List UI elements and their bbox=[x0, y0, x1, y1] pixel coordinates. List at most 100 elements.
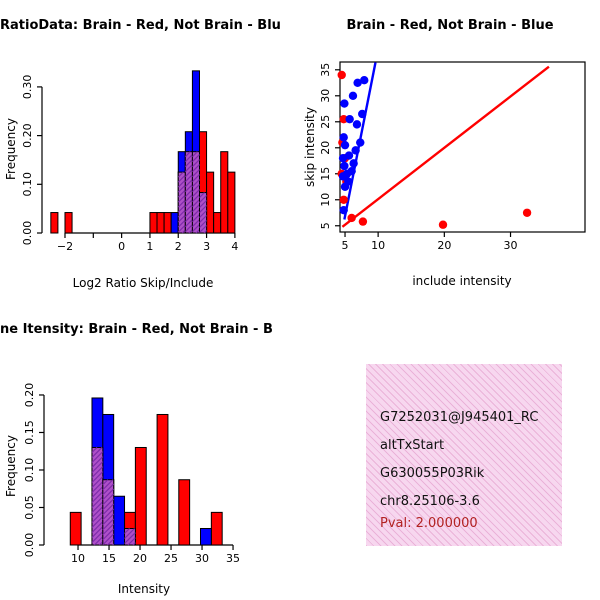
hatch-line bbox=[91, 481, 104, 493]
hatch-line bbox=[91, 526, 104, 538]
hatch-line bbox=[107, 538, 115, 546]
y-tick-label: 5 bbox=[319, 222, 332, 229]
hatch-line bbox=[191, 164, 200, 173]
hist-bar-brain-red bbox=[156, 212, 165, 234]
hatch-line bbox=[102, 533, 115, 546]
hatch-line bbox=[177, 219, 186, 228]
x-axis-label-gene-intensity: Intensity bbox=[117, 582, 171, 596]
hatch-line bbox=[91, 471, 104, 483]
hatch-line bbox=[184, 169, 193, 178]
hatch-line bbox=[177, 189, 186, 198]
hatch-line bbox=[127, 537, 136, 546]
y-tick-label: 0.00 bbox=[23, 533, 36, 558]
hatch-line bbox=[188, 229, 193, 234]
point-brain-red bbox=[347, 213, 356, 223]
y-tick-label: 0.15 bbox=[23, 420, 36, 445]
point-notbrain-blue bbox=[360, 75, 369, 85]
x-tick-label: 2 bbox=[175, 240, 182, 253]
y-tick-label: 0.10 bbox=[23, 458, 36, 483]
hatch-line bbox=[191, 189, 200, 198]
y-tick-label: 0.10 bbox=[21, 172, 34, 197]
hatch-line bbox=[177, 214, 186, 223]
panel-title-scatter: Brain - Red, Not Brain - Blue bbox=[346, 18, 554, 33]
x-tick-label: 35 bbox=[226, 552, 240, 565]
hatch-line bbox=[124, 528, 135, 539]
hist-bar-overlap bbox=[124, 527, 136, 546]
hatch-line bbox=[91, 521, 104, 533]
hatch-line bbox=[191, 219, 200, 228]
panel-gene-intensity-histogram: ne Itensity: Brain - Red, Not Brain - B … bbox=[0, 300, 300, 600]
y-tick-label: 20 bbox=[319, 141, 332, 155]
hatch-line bbox=[177, 171, 184, 178]
x-tick-label: 3 bbox=[203, 240, 210, 253]
plot-box bbox=[339, 61, 586, 233]
point-brain-red bbox=[522, 208, 532, 217]
gene-symbol-text: G630055P03Rik bbox=[380, 466, 485, 481]
hatch-line bbox=[102, 523, 115, 536]
hatch-line bbox=[91, 447, 98, 453]
point-notbrain-blue bbox=[352, 120, 362, 129]
hist-bar-notbrain-blue bbox=[199, 527, 212, 546]
x-tick-label: 5 bbox=[342, 239, 349, 252]
y-tick-label: 0.05 bbox=[23, 495, 36, 520]
hatch-line bbox=[184, 189, 193, 198]
hist-bar-overlap bbox=[198, 192, 208, 234]
hist-bar-brain-red bbox=[69, 511, 82, 546]
hatch-line bbox=[102, 479, 109, 486]
point-notbrain-blue bbox=[340, 161, 349, 171]
point-brain-red bbox=[339, 114, 348, 124]
log2-ratio-histogram-plot: −2 0 1 2 3 4 0.00 0.10 0.20 0.30 bbox=[21, 70, 238, 253]
hist-bar-brain-red bbox=[206, 171, 215, 234]
point-notbrain-blue bbox=[356, 138, 365, 147]
pval-text: Pval: 2.000000 bbox=[380, 516, 478, 531]
hist-bar-brain-red bbox=[156, 413, 169, 546]
y-tick-label: 0.00 bbox=[21, 221, 34, 246]
hatch-line bbox=[177, 204, 186, 213]
hatch-line bbox=[102, 528, 115, 541]
hatch-line bbox=[102, 479, 114, 491]
hatch-line bbox=[184, 214, 193, 223]
hatch-line bbox=[199, 210, 207, 219]
hatch-line bbox=[191, 184, 200, 193]
point-notbrain-blue bbox=[348, 91, 358, 100]
hatch-line bbox=[91, 491, 104, 503]
hatch-line bbox=[91, 531, 104, 543]
hatch-line bbox=[102, 513, 115, 526]
point-notbrain-blue bbox=[345, 114, 354, 124]
x-tick-label: 1 bbox=[146, 240, 153, 253]
y-axis-label-gene-intensity: Frequency bbox=[4, 435, 18, 497]
y-axis-label-scatter: skip intensity bbox=[303, 107, 317, 187]
event-type-text: altTxStart bbox=[380, 438, 445, 453]
hatch-line bbox=[124, 528, 130, 534]
hist-bar-notbrain-blue bbox=[113, 495, 126, 546]
hatch-line bbox=[91, 496, 104, 508]
hatch-line bbox=[91, 456, 104, 468]
hatch-line bbox=[191, 199, 200, 208]
hatch-line bbox=[199, 215, 207, 224]
point-notbrain-blue bbox=[339, 133, 348, 142]
y-tick-label: 35 bbox=[319, 63, 332, 77]
hatch-line bbox=[91, 511, 104, 523]
x-tick-label: 10 bbox=[371, 239, 385, 252]
point-notbrain-blue bbox=[349, 159, 358, 168]
hatch-line bbox=[91, 506, 104, 518]
hist-bar-brain-red bbox=[50, 212, 59, 234]
y-tick-label: 30 bbox=[319, 89, 332, 103]
hatch-line bbox=[191, 174, 200, 183]
hist-bar-brain-red bbox=[220, 151, 229, 234]
hatch-line bbox=[99, 541, 104, 546]
hatch-line bbox=[91, 451, 104, 463]
point-notbrain-blue bbox=[351, 146, 360, 155]
hatch-line bbox=[191, 214, 200, 223]
hatch-line bbox=[191, 204, 200, 213]
hist-bar-brain-red bbox=[227, 171, 236, 234]
panel-title-log2-ratio: RatioData: Brain - Red, Not Brain - Blu bbox=[0, 18, 281, 33]
hatch-line bbox=[102, 488, 115, 501]
hatch-line bbox=[177, 224, 186, 233]
hatch-line bbox=[91, 466, 104, 478]
x-tick-label: 0 bbox=[118, 240, 125, 253]
y-tick-label: 0.20 bbox=[23, 383, 36, 408]
hatch-line bbox=[184, 151, 191, 158]
hist-bar-brain-red bbox=[134, 446, 147, 546]
